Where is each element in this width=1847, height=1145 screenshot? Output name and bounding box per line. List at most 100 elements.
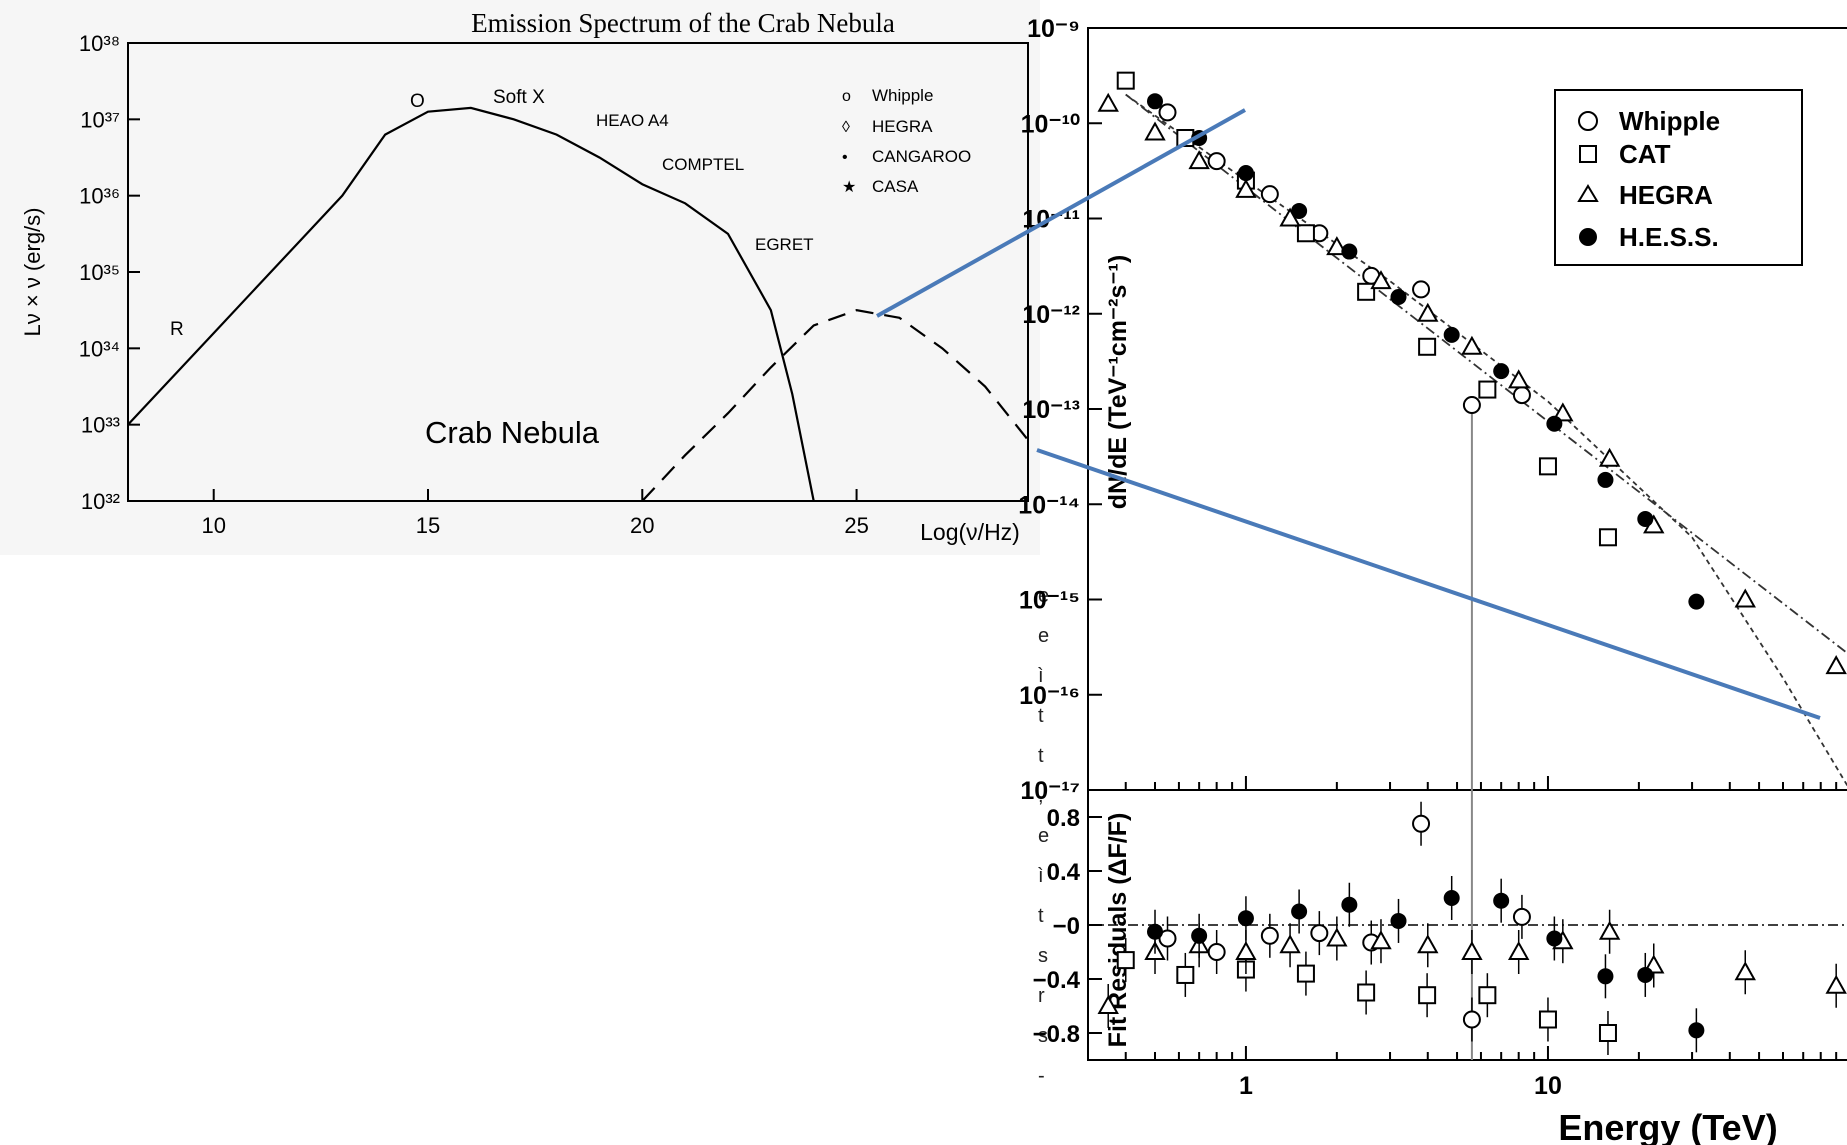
zoom-connector-lower bbox=[1036, 448, 1821, 720]
crab-nebula-label: Crab Nebula bbox=[425, 415, 600, 450]
spectrum-point-hess bbox=[1147, 93, 1164, 110]
margin-fragment: ì bbox=[1038, 865, 1044, 887]
legend-marker-open-circle bbox=[1578, 111, 1598, 131]
spectrum-point-hess bbox=[1443, 326, 1460, 343]
spectrum-point-hess bbox=[1637, 511, 1654, 528]
residual-point-whipple bbox=[1158, 929, 1177, 948]
legend-label-hess: H.E.S.S. bbox=[1619, 222, 1719, 252]
band-label-heao-a4: HEAO A4 bbox=[596, 111, 669, 130]
spectrum-point-cat bbox=[1598, 528, 1617, 547]
residual-y-tick-label: 0.4 bbox=[1047, 859, 1081, 886]
margin-fragment: t bbox=[1038, 705, 1044, 727]
spectrum-point-hegra bbox=[1144, 121, 1166, 141]
residual-point-hess bbox=[1147, 923, 1164, 940]
spectrum-point-hess bbox=[1341, 243, 1358, 260]
spectrum-point-hegra bbox=[1326, 236, 1348, 256]
spectrum-point-whipple bbox=[1412, 280, 1431, 299]
spectrum-legend: Whipple CAT HEGRA H.E.S.S. bbox=[1554, 89, 1803, 266]
zoom-connector-upper bbox=[876, 108, 1246, 318]
left-x-tick-label: 25 bbox=[844, 513, 868, 538]
spectrum-y-tick-label: 10⁻¹⁶ bbox=[1019, 682, 1080, 710]
margin-fragment: ì bbox=[1038, 665, 1044, 687]
spectrum-y-tick-label: 10⁻⁹ bbox=[1027, 15, 1080, 43]
residual-y-ticks: 0.8 0.4 −0 −0.4 −0.8 bbox=[1033, 805, 1847, 1048]
inverse-compton-curve bbox=[641, 309, 1029, 502]
residual-point-hess bbox=[1637, 966, 1654, 983]
legend-label-casa: CASA bbox=[872, 177, 919, 196]
spectrum-y-tick-label: 10⁻¹⁵ bbox=[1019, 587, 1080, 615]
energy-x-axis-label: Energy (TeV) bbox=[1558, 1107, 1777, 1145]
left-x-tick-label: 10 bbox=[201, 513, 225, 538]
spectrum-y-tick-label: 10⁻¹³ bbox=[1022, 396, 1080, 424]
left-x-tick-label: 15 bbox=[416, 513, 440, 538]
residual-point-hegra bbox=[1370, 930, 1392, 950]
spectrum-point-hess bbox=[1546, 415, 1563, 432]
spectrum-y-tick-label: 10⁻¹⁴ bbox=[1018, 491, 1080, 519]
residual-point-hegra bbox=[1507, 940, 1530, 960]
spectrum-point-hegra bbox=[1552, 402, 1574, 422]
legend-marker-casa: ★ bbox=[842, 179, 856, 196]
spectrum-point-cat bbox=[1116, 71, 1135, 90]
residual-point-cat bbox=[1418, 986, 1437, 1005]
legend-label-whipple: Whipple bbox=[872, 86, 933, 105]
legend-label-cat: CAT bbox=[1619, 139, 1671, 169]
left-y-tick-label: 10³⁴ bbox=[79, 336, 120, 361]
residual-point-cat bbox=[1296, 964, 1315, 983]
left-y-tick-label: 10³³ bbox=[81, 413, 120, 438]
left-in-plot-labels: R O Soft X HEAO A4 COMPTEL EGRET Crab Ne… bbox=[170, 87, 814, 450]
residual-point-hegra bbox=[1235, 940, 1257, 960]
residual-point-hess bbox=[1237, 910, 1254, 927]
residual-point-hess bbox=[1443, 890, 1460, 906]
legend-marker-whipple: o bbox=[842, 88, 851, 105]
left-y-ticks: 10³² 10³³ 10³⁴ 10³⁵ 10³⁶ 10³⁷ 10³⁸ bbox=[79, 31, 140, 514]
residual-point-hegra bbox=[1825, 974, 1847, 994]
residual-y-tick-label: −0 bbox=[1053, 913, 1080, 940]
legend-marker-hegra: ◊ bbox=[842, 119, 850, 136]
residual-point-hess bbox=[1191, 927, 1208, 944]
residual-point-whipple bbox=[1260, 926, 1279, 945]
band-label-soft-x: Soft X bbox=[493, 87, 545, 108]
residual-point-hess bbox=[1341, 896, 1358, 913]
residual-point-hegra bbox=[1734, 961, 1756, 981]
residual-point-hegra bbox=[1461, 940, 1483, 960]
residual-y-tick-label: 0.8 bbox=[1047, 805, 1080, 832]
spectrum-y-tick-label: 10⁻¹⁰ bbox=[1021, 110, 1080, 138]
residual-point-hess bbox=[1597, 968, 1614, 985]
scanned-figure-background bbox=[0, 0, 1040, 555]
spectrum-point-hegra bbox=[1507, 369, 1530, 389]
spectrum-point-hegra bbox=[1370, 270, 1392, 290]
margin-fragment: , bbox=[1038, 785, 1044, 807]
residual-data-points bbox=[1097, 801, 1847, 1055]
residual-point-cat bbox=[1478, 986, 1497, 1005]
spectrum-point-whipple bbox=[1207, 152, 1226, 171]
residual-point-cat bbox=[1176, 965, 1195, 984]
margin-fragment: t bbox=[1038, 745, 1044, 767]
spectrum-y-tick-label: 10⁻¹⁷ bbox=[1020, 777, 1080, 805]
energy-x-tick-label: 1 bbox=[1239, 1072, 1253, 1100]
margin-fragment: r bbox=[1038, 985, 1045, 1007]
tev-spectrum-panel: 10⁻⁹10⁻¹⁰10⁻¹¹10⁻¹²10⁻¹³10⁻¹⁴10⁻¹⁵10⁻¹⁶1… bbox=[1018, 15, 1847, 1145]
left-x-ticks: 10 15 20 25 bbox=[201, 489, 869, 538]
residual-point-whipple bbox=[1310, 924, 1329, 943]
spectrum-y-tick-label: 10⁻¹² bbox=[1022, 301, 1080, 329]
power-law-fit-curve bbox=[1125, 93, 1847, 655]
spectrum-point-cat bbox=[1418, 337, 1437, 356]
residual-y-tick-label: −0.4 bbox=[1033, 967, 1081, 994]
spectrum-point-hegra bbox=[1825, 655, 1847, 675]
spectrum-point-whipple bbox=[1462, 396, 1481, 415]
spectrum-point-hegra bbox=[1598, 447, 1621, 467]
spectrum-point-cat bbox=[1478, 380, 1497, 399]
residual-point-hess bbox=[1493, 892, 1510, 909]
residual-point-cat bbox=[1538, 1010, 1557, 1029]
legend-marker-open-triangle bbox=[1577, 184, 1599, 202]
residual-point-hegra bbox=[1097, 994, 1119, 1014]
legend-marker-cangaroo: • bbox=[842, 149, 848, 166]
residual-point-hegra bbox=[1279, 934, 1301, 954]
spectrum-point-hegra bbox=[1235, 178, 1257, 198]
margin-fragment: e bbox=[1038, 585, 1049, 607]
left-legend: o Whipple ◊ HEGRA • CANGAROO ★ CASA bbox=[842, 86, 971, 196]
left-y-tick-label: 10³⁸ bbox=[79, 31, 120, 56]
spectrum-point-cat bbox=[1296, 224, 1315, 243]
spectrum-point-cat bbox=[1357, 282, 1376, 301]
